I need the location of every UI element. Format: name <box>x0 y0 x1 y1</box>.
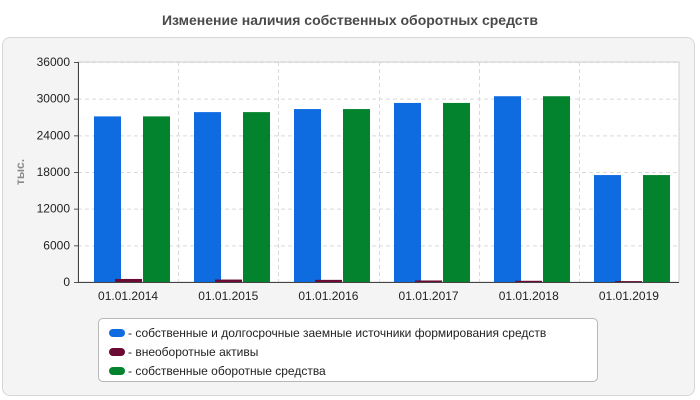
bar-series-1[interactable] <box>394 102 421 282</box>
x-tick-label: 01.01.2016 <box>298 289 358 303</box>
bar-series-2[interactable] <box>415 280 442 282</box>
bar-series-2[interactable] <box>215 279 242 282</box>
y-tick-label: 36000 <box>37 55 71 69</box>
x-tick-label: 01.01.2018 <box>499 289 559 303</box>
bar-series-3[interactable] <box>143 116 170 282</box>
bar-series-1[interactable] <box>94 116 121 282</box>
chart-title: Изменение наличия собственных оборотных … <box>161 12 539 28</box>
bar-series-1[interactable] <box>494 96 521 282</box>
legend-label: - внеоборотные активы <box>128 344 259 359</box>
y-tick-label: 18000 <box>37 165 71 179</box>
bar-series-1[interactable] <box>194 112 221 282</box>
bar-series-2[interactable] <box>315 279 342 282</box>
bar-series-3[interactable] <box>243 112 270 282</box>
legend-item-working-capital[interactable]: - собственные оборотные средства <box>109 361 597 380</box>
y-tick-label: 0 <box>63 275 70 289</box>
bar-series-1[interactable] <box>294 109 321 282</box>
x-tick-label: 01.01.2014 <box>98 289 158 303</box>
x-tick-label: 01.01.2019 <box>599 289 659 303</box>
bar-series-2[interactable] <box>515 280 542 282</box>
x-tick-label: 01.01.2017 <box>399 289 459 303</box>
bar-series-1[interactable] <box>594 175 621 282</box>
x-tick-label: 01.01.2015 <box>198 289 258 303</box>
y-axis-label: тыс. <box>13 159 27 185</box>
legend-item-noncurrent-assets[interactable]: - внеоборотные активы <box>109 342 597 361</box>
bar-series-2[interactable] <box>115 278 142 282</box>
legend-label: - собственные и долгосрочные заемные ист… <box>128 325 547 340</box>
legend-label: - собственные оборотные средства <box>128 363 326 378</box>
legend-swatch-maroon <box>109 347 125 356</box>
legend-swatch-green <box>109 366 125 375</box>
bar-series-3[interactable] <box>343 109 370 282</box>
y-tick-label: 6000 <box>43 238 70 252</box>
legend-item-sources[interactable]: - собственные и долгосрочные заемные ист… <box>109 323 597 342</box>
bar-series-3[interactable] <box>443 102 470 282</box>
bar-series-3[interactable] <box>543 96 570 282</box>
y-tick-label: 30000 <box>37 92 71 106</box>
y-tick-label: 24000 <box>37 128 71 142</box>
y-tick-label: 12000 <box>37 202 71 216</box>
legend-swatch-blue <box>109 328 125 337</box>
chart-legend: - собственные и долгосрочные заемные ист… <box>98 318 598 382</box>
bar-series-2[interactable] <box>615 281 642 282</box>
bar-series-3[interactable] <box>643 175 670 282</box>
